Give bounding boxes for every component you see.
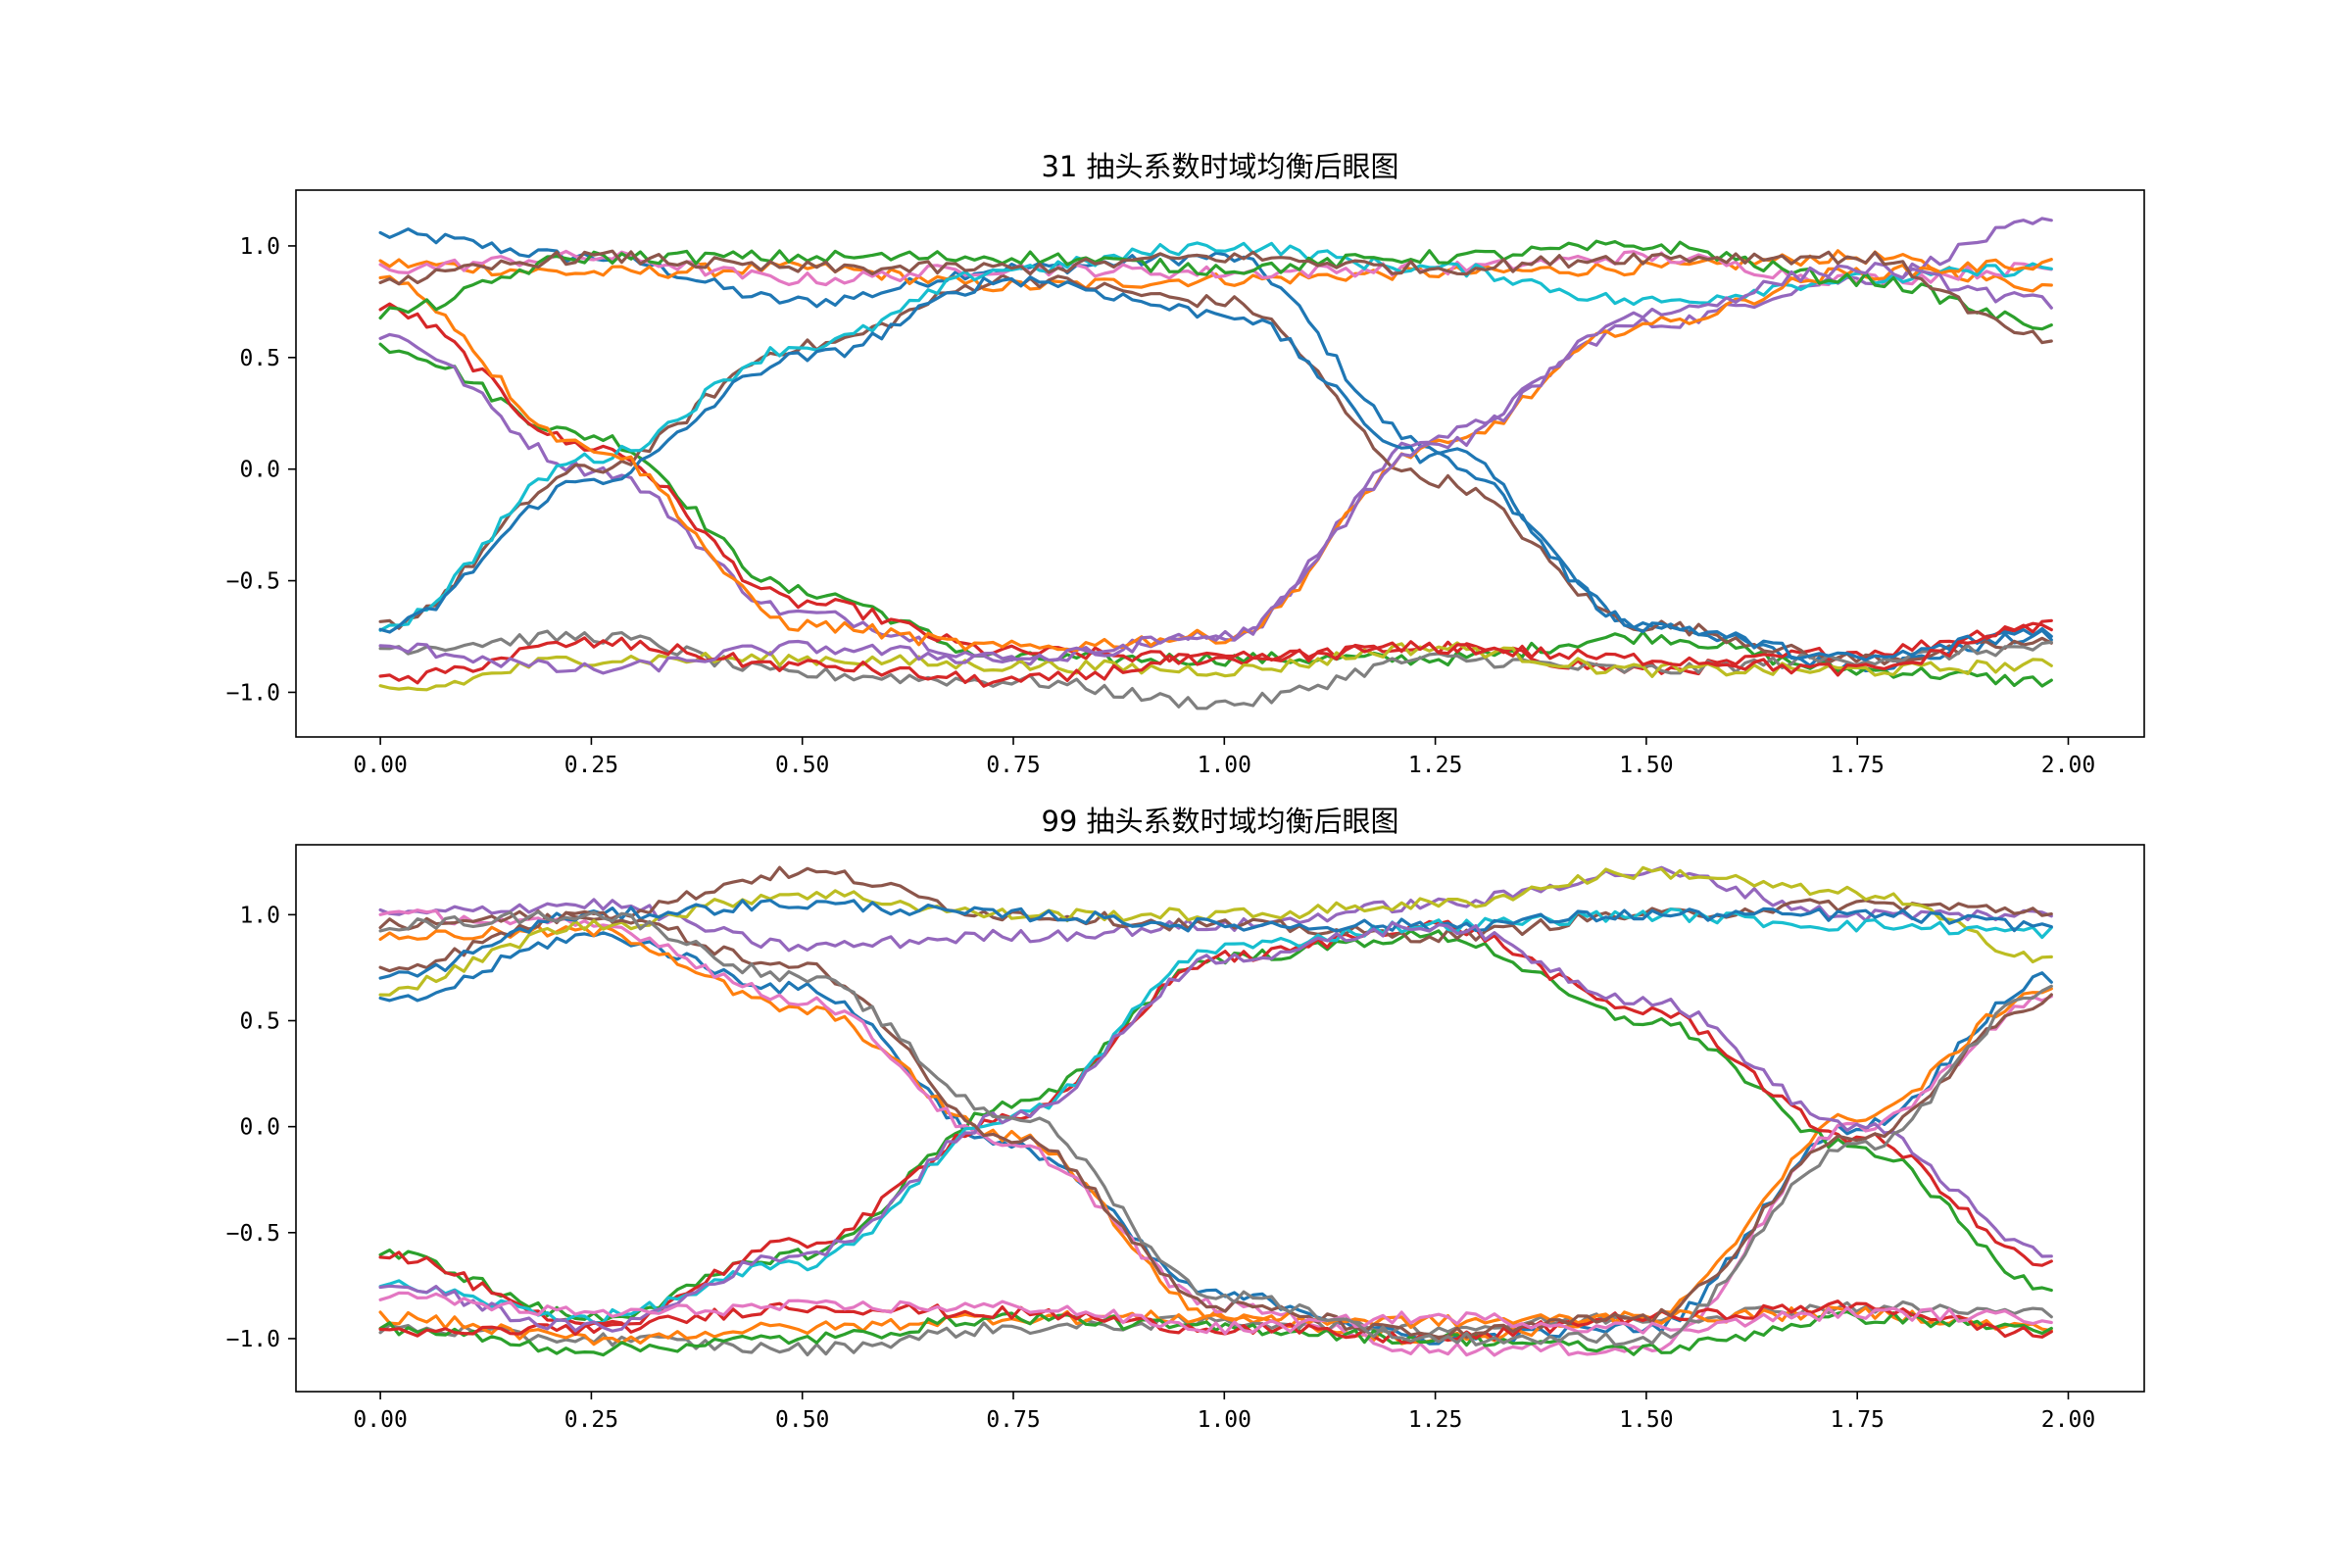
trace-16 bbox=[378, 249, 2053, 345]
x-tick-label: 1.25 bbox=[1408, 1407, 1462, 1433]
axes-frame bbox=[295, 844, 2145, 1393]
axes-frame bbox=[295, 189, 2145, 738]
trace-15 bbox=[378, 920, 2053, 1333]
trace-13 bbox=[378, 1309, 2053, 1357]
trace-5 bbox=[378, 217, 2053, 666]
y-tick-label: −0.5 bbox=[226, 1221, 280, 1247]
x-tick-label: 2.00 bbox=[2041, 753, 2095, 778]
trace-6 bbox=[378, 273, 2053, 665]
x-tick-label: 0.25 bbox=[564, 753, 618, 778]
y-tick-label: −1.0 bbox=[226, 680, 280, 706]
trace-8 bbox=[378, 629, 2053, 710]
y-tick-label: 1.0 bbox=[239, 234, 280, 260]
traces-group bbox=[378, 217, 2053, 710]
y-tick-label: 0.5 bbox=[239, 1009, 280, 1035]
trace-11 bbox=[378, 899, 2053, 980]
trace-10 bbox=[378, 907, 2053, 1325]
trace-7 bbox=[378, 249, 2053, 287]
subplot-2: 0.00 0.25 0.50 0.75 1.00 1.25 1.50 1.75 2.00 1.0 0… bbox=[226, 805, 2145, 1433]
trace-12 bbox=[378, 1305, 2053, 1347]
x-tick-label: 1.25 bbox=[1408, 753, 1462, 778]
y-tick-label: 0.5 bbox=[239, 346, 280, 371]
trace-14 bbox=[378, 1299, 2053, 1345]
trace-13 bbox=[378, 239, 2053, 331]
y-tick-label: 0.0 bbox=[239, 1115, 280, 1141]
y-tick-label: −1.0 bbox=[226, 1327, 280, 1352]
trace-16 bbox=[378, 909, 2053, 1340]
x-tick-label: 1.50 bbox=[1619, 753, 1673, 778]
x-tick-label: 1.00 bbox=[1198, 1407, 1251, 1433]
trace-11 bbox=[378, 275, 2053, 662]
x-tick-label: 0.50 bbox=[775, 1407, 829, 1433]
trace-8 bbox=[378, 1300, 2053, 1357]
trace-9 bbox=[378, 641, 2053, 692]
chart-title: 31 抽头系数时域均衡后眼图 bbox=[1041, 150, 1398, 183]
x-tick-label: 0.25 bbox=[564, 1407, 618, 1433]
trace-12 bbox=[378, 258, 2053, 653]
x-tick-label: 0.75 bbox=[986, 753, 1040, 778]
trace-3 bbox=[378, 342, 2053, 688]
trace-10 bbox=[378, 241, 2053, 632]
x-tick-label: 0.50 bbox=[775, 753, 829, 778]
trace-18 bbox=[378, 909, 2053, 1347]
x-tick-label: 1.00 bbox=[1198, 753, 1251, 778]
trace-15 bbox=[378, 262, 2053, 675]
trace-5 bbox=[378, 865, 2053, 953]
trace-14 bbox=[378, 618, 2053, 688]
x-tick-label: 0.00 bbox=[353, 753, 407, 778]
y-tick-label: 1.0 bbox=[239, 903, 280, 928]
x-tick-label: 1.75 bbox=[1831, 753, 1885, 778]
x-tick-label: 1.50 bbox=[1619, 1407, 1673, 1433]
y-tick-label: −0.5 bbox=[226, 569, 280, 595]
subplot-1: 0.00 0.25 0.50 0.75 1.00 1.25 1.50 1.75 2.00 1.0 0… bbox=[226, 150, 2145, 778]
traces-group bbox=[378, 865, 2053, 1357]
chart-title: 99 抽头系数时域均衡后眼图 bbox=[1041, 805, 1398, 838]
x-tick-label: 1.75 bbox=[1831, 1407, 1885, 1433]
x-tick-label: 0.00 bbox=[353, 1407, 407, 1433]
y-tick-label: 0.0 bbox=[239, 458, 280, 483]
x-tick-label: 2.00 bbox=[2041, 1407, 2095, 1433]
trace-17 bbox=[378, 1291, 2053, 1336]
x-tick-label: 0.75 bbox=[986, 1407, 1040, 1433]
